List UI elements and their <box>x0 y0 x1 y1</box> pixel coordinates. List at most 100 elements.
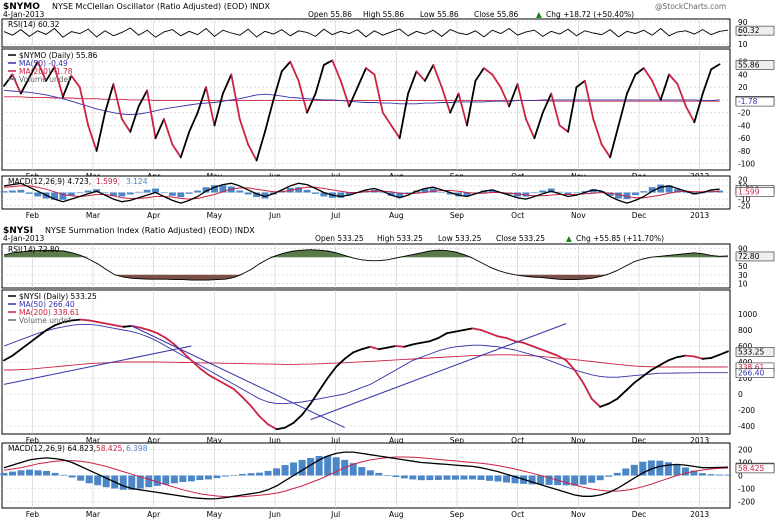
nysi-price-segment <box>463 327 474 331</box>
nymo-macd-hist-bar <box>8 190 16 193</box>
nymo-price-segment <box>710 63 721 71</box>
nysi-macd-hist-bar <box>0 472 8 476</box>
nysi-month-label-Nov: Nov <box>571 436 586 445</box>
nymo-price-segment <box>255 130 266 162</box>
nymo-price-segment <box>120 118 132 133</box>
nysi-price-segment <box>548 351 559 357</box>
nymo-price-segment <box>583 79 595 120</box>
nymo-main-ytick-label: -40 <box>738 121 750 130</box>
nymo-price-segment <box>339 79 351 108</box>
nysi-main-legend-2: MA(200) 338.61 <box>19 308 80 317</box>
nysi-price-segment <box>241 396 252 407</box>
nysi-macd-hist-bar <box>264 470 272 476</box>
nymo-macd-hist-bar <box>76 192 84 194</box>
nysi-price-segment <box>616 389 627 400</box>
nymo-price-segment <box>499 86 511 108</box>
nymo-price-segment <box>651 79 662 101</box>
nymo-price-segment <box>685 105 696 124</box>
nysi-rsi-ytick-label: 10 <box>738 280 748 289</box>
nysi-macd-hist-bar <box>681 467 689 476</box>
nymo-macd-hist-bar <box>337 192 345 198</box>
nysi-macd-hist-bar <box>213 475 221 479</box>
nysi-macd-hist-bar <box>613 472 621 476</box>
nysi-price-segment <box>216 378 227 386</box>
nymo-price-segment <box>280 60 292 73</box>
nysi-price-segment <box>113 324 125 328</box>
nysi-price-segment <box>488 332 499 338</box>
nymo-price-segment <box>626 73 637 95</box>
nymo-macd-hist-bar <box>345 192 353 196</box>
nymo-price-segment <box>78 86 90 127</box>
nysi-price-segment <box>675 354 687 359</box>
nymo-rsi-legend: RSI(14) 60.32 <box>8 20 60 29</box>
nymo-price-segment <box>617 92 628 127</box>
nymo-price-segment <box>701 68 713 95</box>
nymo-macd-hist-bar <box>303 189 311 193</box>
nysi-macd-hist-bar <box>630 464 638 476</box>
nysi-macd-hist-bar <box>324 456 332 476</box>
nysi-price-segment <box>309 389 321 405</box>
nymo-price-segment <box>137 89 149 108</box>
nymo-rsi-last-box <box>735 25 775 36</box>
nymo-price-segment <box>600 143 612 159</box>
nysi-macd-hist-bar <box>256 472 264 476</box>
nymo-main-ytick-label: -100 <box>738 160 755 169</box>
nysi-price-segment <box>190 359 201 370</box>
nysi-main-last-label: 338.61 <box>738 363 764 372</box>
nysi-macd-hist-bar <box>102 475 110 488</box>
nysi-price-segment <box>352 348 363 354</box>
nysi-macd-hist-bar <box>358 467 366 476</box>
nymo-price-segment <box>129 105 140 133</box>
nysi-price-segment <box>326 365 338 379</box>
nymo-price-segment <box>466 79 477 127</box>
nysi-price-segment <box>573 369 585 384</box>
nysi-price-segment <box>641 369 653 378</box>
nymo-macd-ytick-label: -10 <box>738 195 750 204</box>
nysi-price-segment <box>147 329 159 335</box>
nymo-title: NYSE McClellan Oscillator (Ratio Adjuste… <box>52 2 271 11</box>
nysi-macd-month-label-Aug: Aug <box>389 510 404 519</box>
nymo-macd-month-label-Jun: Jun <box>268 211 281 220</box>
nysi-macd-hist-bar <box>673 464 681 476</box>
nysi-macd-hist-bar <box>715 474 723 476</box>
nymo-macd-hist-bar <box>202 187 210 193</box>
nysi-price-segment <box>420 340 431 344</box>
nysi-macd-hist-bar <box>417 475 425 481</box>
nysi-macd-month-label-2013: 2013 <box>690 510 709 519</box>
nymo-price-segment <box>154 118 165 140</box>
nymo-main-last-label: -1.78 <box>738 97 758 106</box>
nysi-month-label-Jul: Jul <box>330 436 340 445</box>
nymo-macd-month-label-May: May <box>207 211 223 220</box>
nysi-macd-hist-bar <box>545 475 553 485</box>
nysi-macd-hist-bar <box>77 475 85 481</box>
nysi-macd-hist-bar <box>273 468 281 476</box>
nymo-macd-month-label-Oct: Oct <box>511 211 524 220</box>
nysi-rsi-line <box>3 249 729 281</box>
nysi-price-segment <box>650 364 661 371</box>
nymo-price-segment <box>668 73 679 85</box>
nymo-macd-hist-bar <box>404 192 412 194</box>
nysi-trendline-0 <box>3 345 192 385</box>
nysi-rsi-last-label: 72.80 <box>738 252 760 261</box>
nymo-ma50-line <box>3 89 720 116</box>
nysi-date: 4-Jan-2013 <box>3 234 44 243</box>
nysi-price-segment <box>684 354 695 358</box>
nymo-price-segment <box>104 83 115 114</box>
nysi-main-ytick-label: 600 <box>738 342 753 351</box>
nysi-macd-hist-bar <box>375 472 383 476</box>
nysi-macd-hist-bar <box>204 475 212 480</box>
nysi-ma50-line <box>3 323 728 405</box>
nysi-price-segment <box>701 357 712 360</box>
nysi-price-segment <box>105 322 116 327</box>
nysi-price-segment <box>3 354 14 362</box>
nymo-macd-hist-bar <box>446 192 454 195</box>
nymo-macd-hist-bar <box>84 190 92 193</box>
nymo-price-segment <box>676 83 687 108</box>
nysi-macd-hist-bar <box>426 475 434 481</box>
nymo-price-segment <box>550 92 561 127</box>
nysi-price-segment <box>454 329 465 333</box>
nymo-low: Low 55.86 <box>420 10 459 19</box>
nymo-price-segment <box>306 92 317 114</box>
nysi-trendline-1 <box>131 325 345 429</box>
nysi-price-segment <box>360 345 372 351</box>
